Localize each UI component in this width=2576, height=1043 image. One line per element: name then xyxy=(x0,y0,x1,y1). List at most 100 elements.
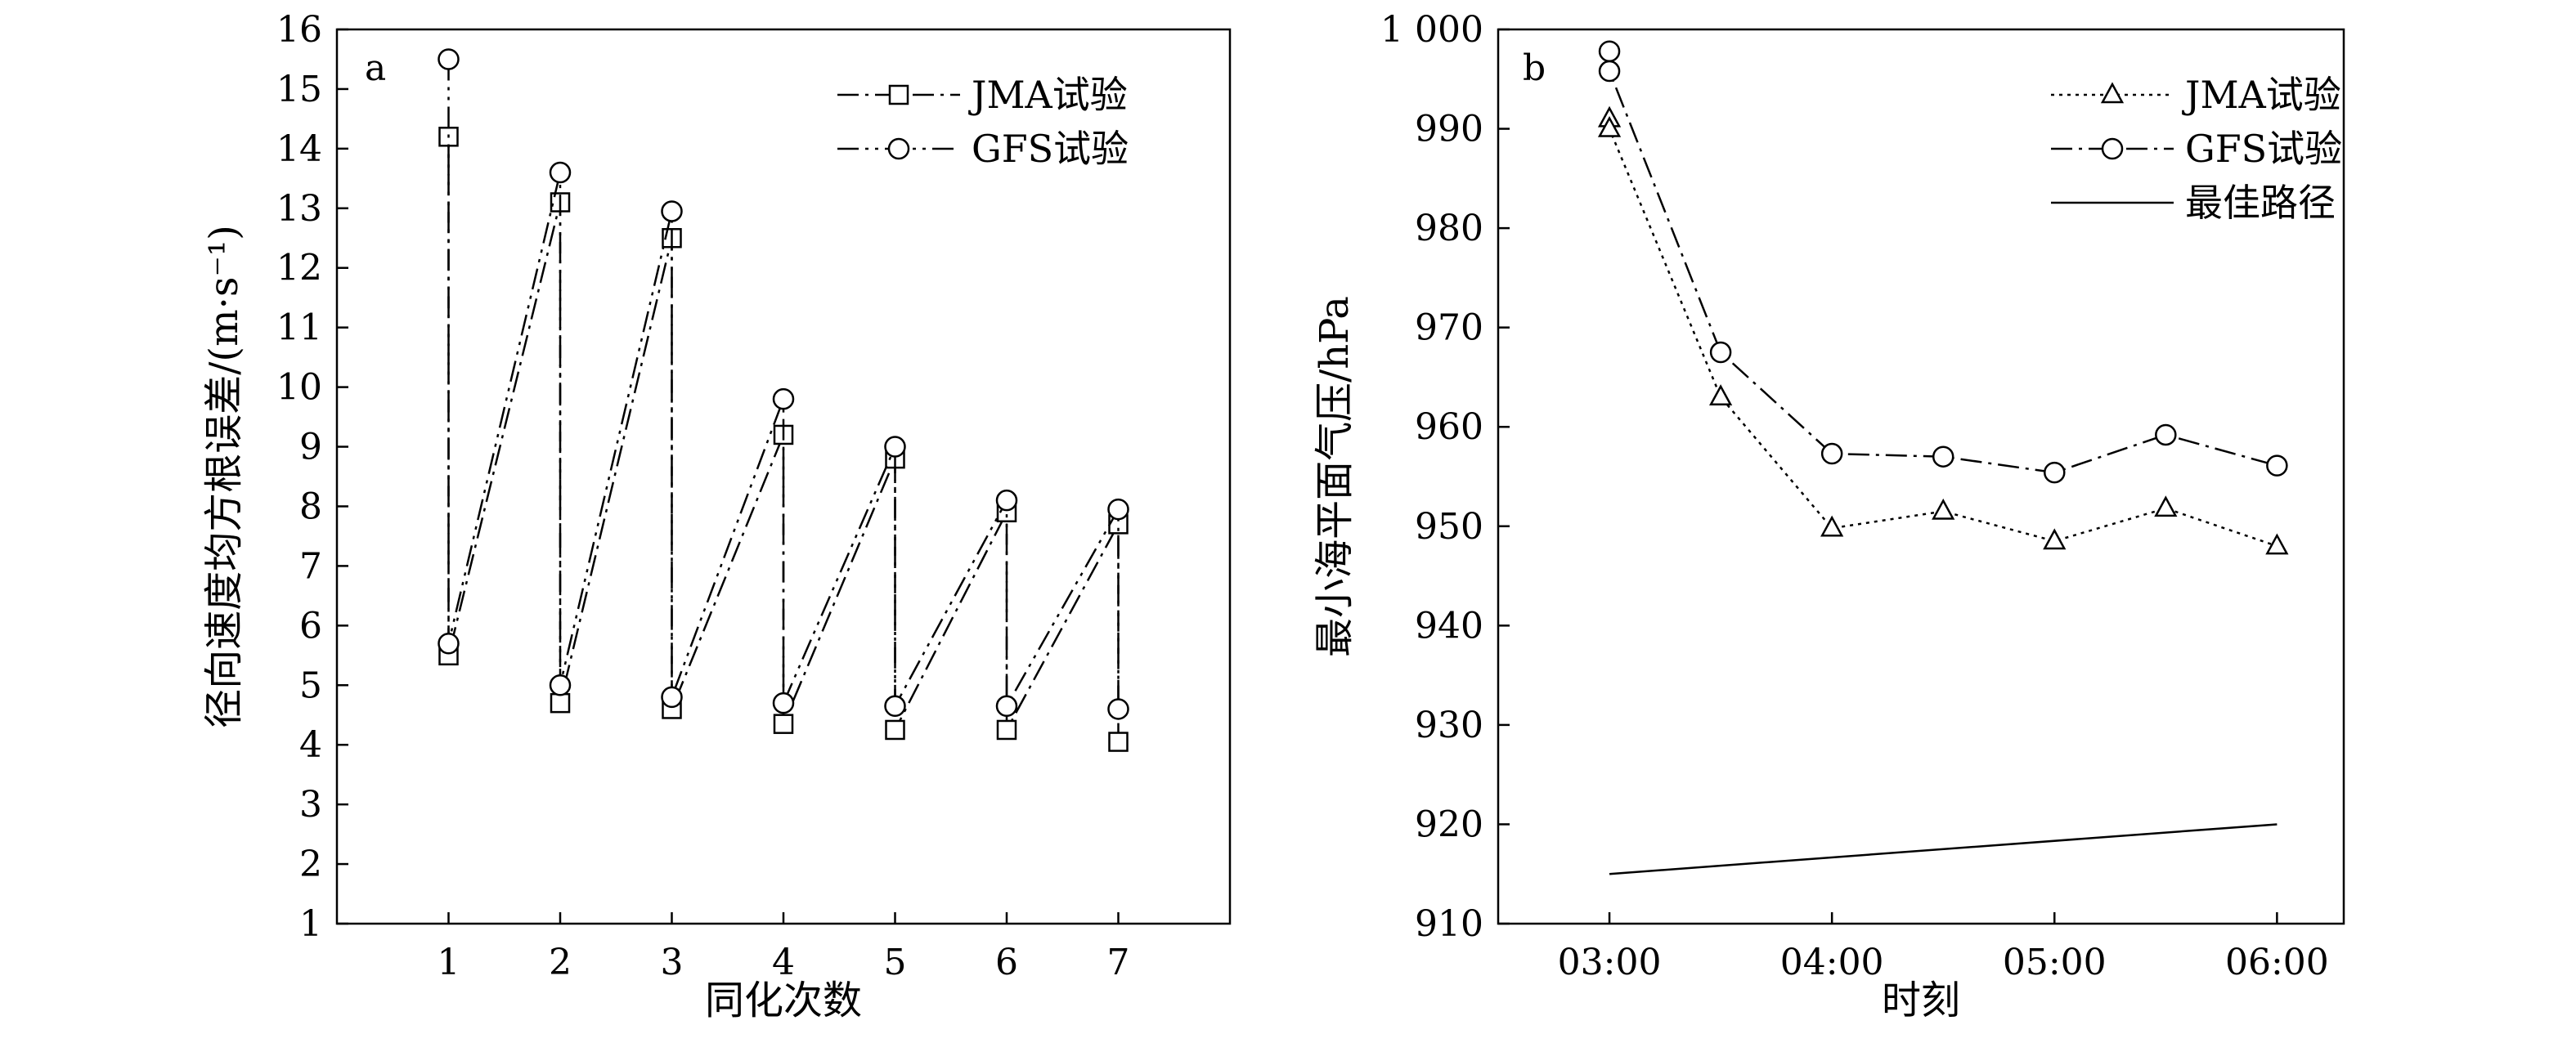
data-point xyxy=(772,692,795,714)
data-point xyxy=(884,436,906,458)
data-point xyxy=(773,714,794,734)
y-tick-label: 930 xyxy=(1415,705,1483,746)
series-2 xyxy=(438,48,1129,720)
data-point xyxy=(1932,498,1955,520)
panel-label: b xyxy=(1523,47,1546,89)
data-point xyxy=(438,632,460,655)
x-tick-label: 03:00 xyxy=(1558,942,1662,983)
series-2 xyxy=(1598,40,2288,484)
data-point xyxy=(661,200,683,222)
y-axis-title: 径向速度均方根误差/(m·s⁻¹) xyxy=(201,225,247,728)
series-1 xyxy=(1597,105,2289,555)
legend-entry: JMA试验 xyxy=(2051,73,2341,117)
series-line xyxy=(1609,823,2278,875)
data-point xyxy=(1709,341,1732,364)
data-point xyxy=(885,719,905,741)
y-axis-title: 最小海平面气压/hPa xyxy=(1312,296,1358,657)
data-point xyxy=(2155,423,2177,446)
y-tick-label: 970 xyxy=(1415,307,1483,349)
data-point xyxy=(438,48,460,70)
y-tick-label: 920 xyxy=(1415,804,1483,845)
legend-marker xyxy=(2100,82,2125,104)
legend-label: JMA试验 xyxy=(2182,73,2341,117)
x-tick-label: 05:00 xyxy=(2003,942,2107,983)
series-line xyxy=(447,59,1120,710)
data-point xyxy=(772,387,795,410)
y-tick-label: 950 xyxy=(1415,506,1483,548)
x-tick-label: 1 xyxy=(438,942,460,983)
data-point xyxy=(1598,40,1621,62)
legend-label: GFS试验 xyxy=(972,127,1129,171)
legend-label: 最佳路径 xyxy=(2185,181,2336,225)
data-point xyxy=(2265,533,2289,555)
data-point xyxy=(884,695,906,718)
y-tick-label: 4 xyxy=(299,724,322,766)
y-tick-label: 980 xyxy=(1415,208,1483,249)
x-axis-title: 时刻 xyxy=(1882,978,1960,1023)
legend-marker xyxy=(2101,137,2124,160)
y-tick-label: 990 xyxy=(1415,109,1483,150)
x-axis-title: 同化次数 xyxy=(705,978,862,1023)
data-point xyxy=(549,161,572,184)
legend-label: GFS试验 xyxy=(2185,127,2342,171)
data-point xyxy=(1107,698,1129,720)
legend-entry: 最佳路径 xyxy=(2051,181,2336,225)
y-tick-label: 940 xyxy=(1415,605,1483,647)
legend-marker xyxy=(887,137,910,160)
legend-marker xyxy=(888,84,909,105)
data-point xyxy=(1820,515,1844,537)
y-tick-label: 3 xyxy=(299,784,322,826)
y-tick-label: 14 xyxy=(276,128,322,170)
x-tick-label: 06:00 xyxy=(2225,942,2329,983)
y-tick-label: 6 xyxy=(299,605,322,647)
y-tick-label: 5 xyxy=(299,665,322,706)
data-point xyxy=(995,695,1018,718)
y-tick-label: 8 xyxy=(299,486,322,527)
panel-label: a xyxy=(365,47,386,89)
data-point xyxy=(2154,495,2178,517)
series-line xyxy=(1608,51,2278,474)
y-tick-label: 15 xyxy=(276,69,322,110)
x-tick-label: 3 xyxy=(661,942,684,983)
y-tick-label: 2 xyxy=(299,844,322,885)
data-point xyxy=(1820,442,1843,465)
data-point xyxy=(996,719,1017,741)
data-point xyxy=(661,686,683,709)
data-point xyxy=(1108,732,1129,752)
x-tick-label: 7 xyxy=(1107,942,1130,983)
y-tick-label: 12 xyxy=(276,248,322,289)
plot-frame xyxy=(1497,28,2345,925)
data-point xyxy=(1598,60,1621,83)
chart-panel-b: 910 920 930 940 950 960 970 980 990 1 000 03:00 04:… xyxy=(1312,9,2345,1023)
data-point xyxy=(549,674,572,696)
data-point xyxy=(1107,498,1129,521)
legend-label: JMA试验 xyxy=(968,73,1128,117)
data-point xyxy=(995,489,1018,512)
y-tick-label: 960 xyxy=(1415,406,1483,448)
x-tick-label: 6 xyxy=(995,942,1018,983)
y-tick-label: 11 xyxy=(276,307,322,349)
data-point xyxy=(1597,115,1622,137)
data-point xyxy=(2043,528,2067,550)
data-point xyxy=(1932,445,1954,468)
data-point xyxy=(550,692,571,714)
y-tick-label: 10 xyxy=(276,367,322,409)
x-tick-label: 4 xyxy=(772,942,795,983)
y-tick-label: 7 xyxy=(299,545,322,587)
x-tick-label: 5 xyxy=(884,942,907,983)
y-tick-label: 1 000 xyxy=(1380,9,1483,51)
x-tick-label: 2 xyxy=(549,942,572,983)
legend-entry: GFS试验 xyxy=(837,127,1129,171)
y-tick-label: 9 xyxy=(299,427,322,468)
data-point xyxy=(2266,454,2288,477)
y-tick-label: 910 xyxy=(1415,903,1483,945)
series-3 xyxy=(1609,823,2278,875)
y-tick-label: 1 xyxy=(299,903,322,945)
data-point xyxy=(2044,461,2066,484)
y-tick-label: 16 xyxy=(276,9,322,51)
y-tick-label: 13 xyxy=(276,188,322,230)
legend-entry: JMA试验 xyxy=(837,73,1128,117)
legend-entry: GFS试验 xyxy=(2051,127,2342,171)
